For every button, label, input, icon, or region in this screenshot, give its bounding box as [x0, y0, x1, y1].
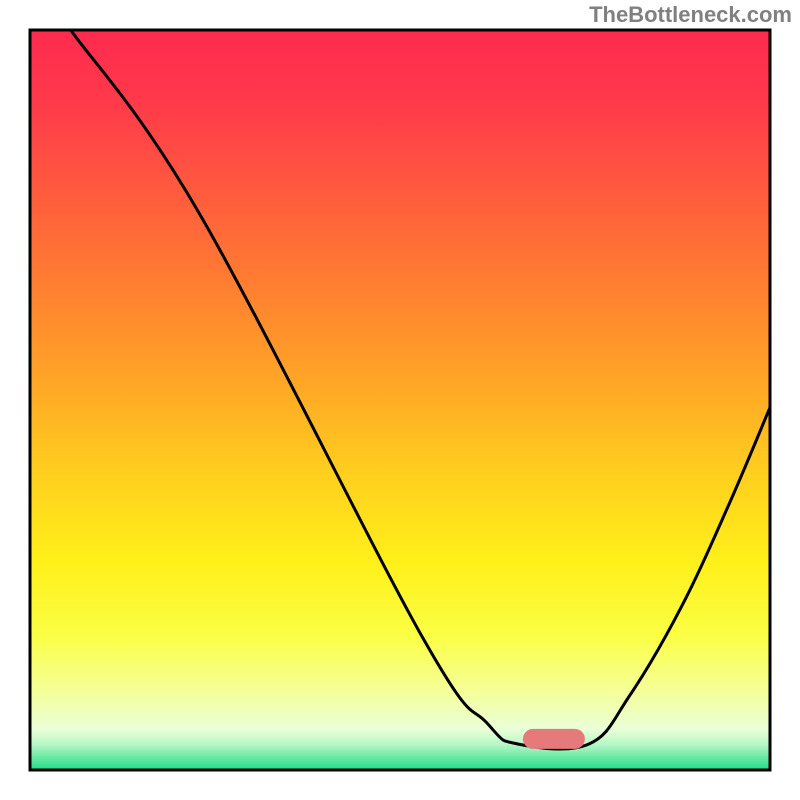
- watermark-text: TheBottleneck.com: [589, 2, 792, 28]
- optimal-zone-marker: [523, 729, 585, 749]
- bottleneck-chart: TheBottleneck.com: [0, 0, 800, 800]
- chart-svg: [0, 0, 800, 800]
- gradient-background: [30, 30, 770, 770]
